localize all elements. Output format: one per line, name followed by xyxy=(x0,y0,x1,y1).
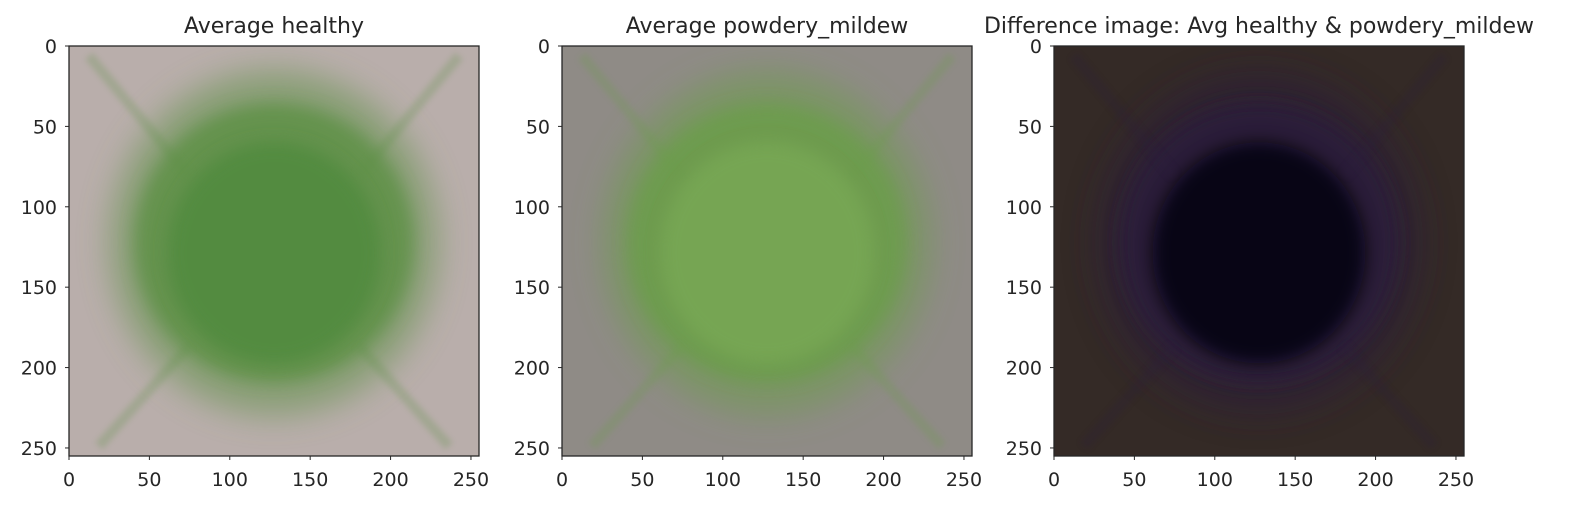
y-tick-label: 200 xyxy=(514,358,550,380)
corner-streaks xyxy=(85,52,463,450)
plot-frame xyxy=(68,45,480,457)
y-tick-label: 0 xyxy=(1030,36,1042,58)
subplot-title: Difference image: Avg healthy & powdery_… xyxy=(984,14,1534,39)
subplot-2: Average powdery_mildew 0 50 100 150 200 250 0 50… xyxy=(514,14,982,491)
y-tick-label: 150 xyxy=(21,277,57,299)
plot-frame xyxy=(561,45,973,457)
subplot-title: Average powdery_mildew xyxy=(626,14,908,39)
y-tick-label: 50 xyxy=(33,116,57,138)
image-area-2 xyxy=(562,46,972,456)
x-tick-label: 250 xyxy=(1438,469,1474,491)
x-tick-label: 50 xyxy=(1122,469,1146,491)
y-tick-label: 0 xyxy=(538,36,550,58)
y-tick-label: 150 xyxy=(514,277,550,299)
y-tick-label: 150 xyxy=(1006,277,1042,299)
x-tick-label: 0 xyxy=(1048,469,1060,491)
x-tick-label: 250 xyxy=(453,469,489,491)
x-tick-label: 100 xyxy=(705,469,741,491)
corner-streaks xyxy=(578,52,956,450)
y-tick-label: 100 xyxy=(514,197,550,219)
plot-frame xyxy=(1053,45,1465,457)
subplot-3: Difference image: Avg healthy & powdery_… xyxy=(984,14,1534,491)
x-tick-label: 250 xyxy=(946,469,982,491)
y-tick-label: 50 xyxy=(1018,116,1042,138)
image-area-3 xyxy=(1054,46,1464,456)
y-tick-label: 100 xyxy=(1006,197,1042,219)
y-tick-label: 200 xyxy=(1006,358,1042,380)
y-tick-label: 200 xyxy=(21,358,57,380)
x-tick-label: 0 xyxy=(556,469,568,491)
y-tick-label: 0 xyxy=(45,36,57,58)
x-tick-label: 200 xyxy=(865,469,901,491)
x-tick-label: 150 xyxy=(292,469,328,491)
y-tick-label: 250 xyxy=(21,438,57,460)
x-tick-label: 0 xyxy=(63,469,75,491)
x-tick-label: 100 xyxy=(212,469,248,491)
y-tick-label: 100 xyxy=(21,197,57,219)
y-tick-label: 250 xyxy=(1006,438,1042,460)
y-tick-label: 50 xyxy=(526,116,550,138)
x-tick-label: 50 xyxy=(137,469,161,491)
image-area-1 xyxy=(69,46,479,456)
x-tick-label: 150 xyxy=(1277,469,1313,491)
x-tick-label: 200 xyxy=(372,469,408,491)
x-tick-label: 100 xyxy=(1197,469,1233,491)
subplot-title: Average healthy xyxy=(184,14,364,39)
y-tick-label: 250 xyxy=(514,438,550,460)
x-tick-label: 150 xyxy=(785,469,821,491)
x-tick-label: 200 xyxy=(1357,469,1393,491)
subplot-1: Average healthy 0 50 100 150 200 250 0 50 100 150 2… xyxy=(21,14,489,491)
x-tick-label: 50 xyxy=(630,469,654,491)
corner-streaks xyxy=(1070,52,1448,450)
